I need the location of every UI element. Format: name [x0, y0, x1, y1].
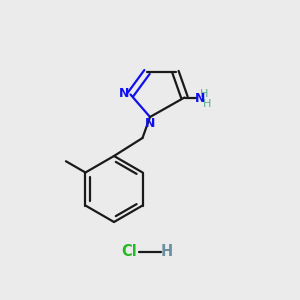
Text: Cl: Cl: [121, 244, 137, 260]
Text: N: N: [195, 92, 206, 106]
Text: H: H: [203, 99, 211, 109]
Text: H: H: [160, 244, 172, 260]
Text: N: N: [145, 117, 155, 130]
Text: N: N: [119, 86, 129, 100]
Text: H: H: [200, 89, 208, 99]
